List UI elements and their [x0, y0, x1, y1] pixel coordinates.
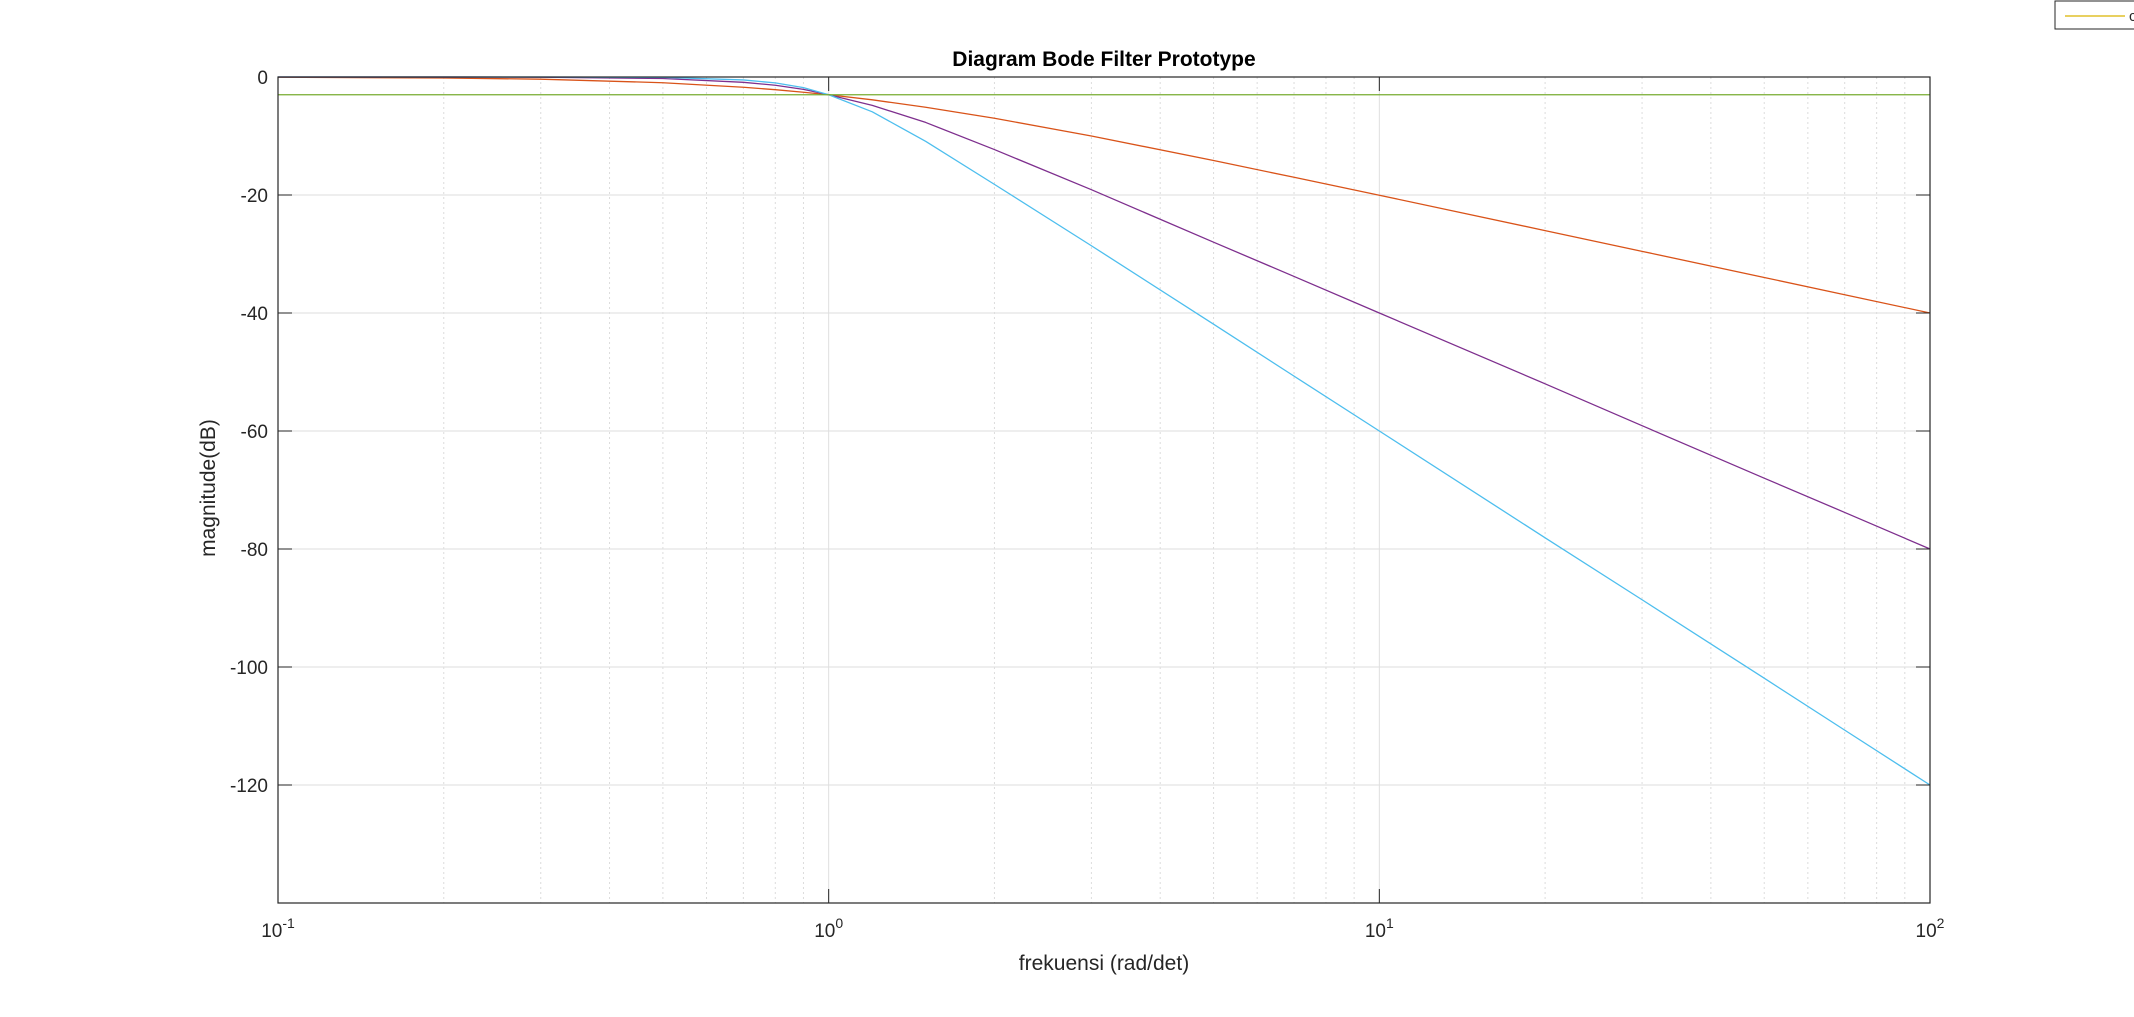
- legend-box: [2054, 0, 2134, 30]
- y-tick-label: -60: [241, 422, 268, 443]
- chart-title: Diagram Bode Filter Prototype: [952, 48, 1255, 71]
- y-tick-label: -40: [241, 304, 268, 325]
- y-tick-label: 0: [257, 68, 268, 89]
- x-tick-label: 102: [1916, 915, 1945, 942]
- axes-box: [277, 76, 1931, 904]
- series-line-2: [277, 76, 1931, 550]
- grid: [277, 76, 1931, 903]
- series-line-3: [278, 76, 1931, 786]
- y-tick-label: -120: [230, 776, 268, 797]
- y-tick-label: -100: [230, 658, 268, 679]
- y-axis-title: magnitude(dB): [197, 419, 220, 557]
- y-tick-label: -80: [241, 540, 268, 561]
- legend[interactable]: c: [2054, 0, 2134, 30]
- x-axis-title: frekuensi (rad/det): [1019, 952, 1189, 975]
- legend-label: c: [2129, 8, 2134, 25]
- series-line-1: [277, 76, 1931, 314]
- series-group: [277, 76, 1931, 786]
- ticks: 0 -20 -40 -60 -80 -100 -120 10-1 100 101 102: [230, 68, 1945, 942]
- x-tick-label: 10-1: [261, 915, 295, 942]
- y-tick-label: -20: [241, 186, 268, 207]
- x-tick-label: 100: [814, 915, 843, 942]
- x-tick-label: 101: [1365, 915, 1394, 942]
